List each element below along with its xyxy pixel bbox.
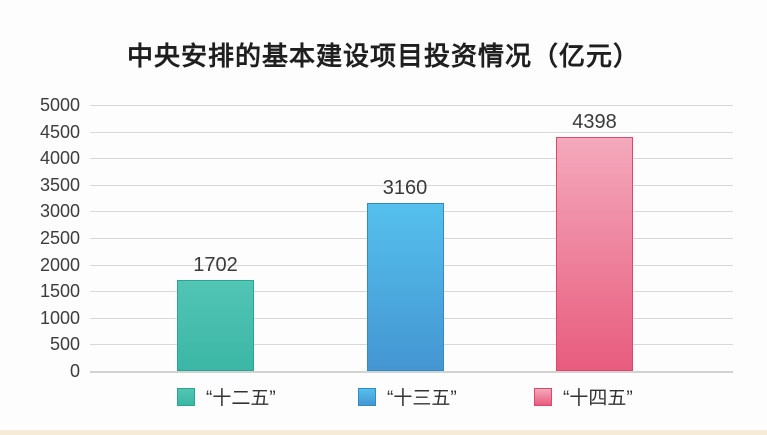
plot-area: 1702 3160 4398	[90, 105, 733, 373]
legend-swatch	[358, 387, 376, 406]
bar-value-label: 3160	[382, 176, 428, 199]
y-axis-tick-label: 1500	[39, 281, 80, 302]
y-axis-tick-label: 2000	[39, 254, 80, 275]
legend-swatch	[177, 387, 195, 406]
legend-item: “十四五”	[534, 383, 633, 410]
gridline	[90, 105, 733, 106]
bar-value-label: 4398	[572, 111, 617, 134]
legend-label: “十四五”	[563, 388, 633, 409]
chart-title: 中央安排的基本建设项目投资情况（亿元）	[126, 42, 640, 71]
gridline	[90, 184, 733, 186]
bottom-strip	[0, 430, 767, 435]
y-axis-tick-label: 500	[49, 334, 80, 355]
bar-3	[556, 137, 633, 371]
y-axis-tick-label: 3000	[39, 201, 80, 222]
legend: “十二五” “十三五” “十四五”	[0, 383, 767, 410]
bar-value-label: 1702	[193, 254, 238, 277]
gridline	[90, 158, 733, 160]
y-axis-tick-label: 4500	[39, 121, 80, 142]
legend-swatch	[534, 387, 552, 406]
gridline	[90, 131, 733, 133]
y-axis-tick-label: 4000	[39, 148, 80, 169]
y-axis-tick-label: 1000	[39, 307, 80, 328]
bar-1	[177, 280, 254, 371]
x-axis-line	[90, 371, 733, 373]
legend-label: “十三五”	[387, 388, 457, 409]
y-axis: 5000 4500 4000 3500 3000 2500 2000 1500 1000 500 0	[0, 96, 80, 380]
y-axis-tick-label: 0	[69, 361, 80, 381]
legend-item: “十二五”	[177, 383, 276, 410]
legend-item: “十三五”	[358, 383, 457, 410]
bar-2	[366, 202, 444, 371]
y-axis-tick-label: 3500	[39, 174, 80, 195]
y-axis-tick-label: 2500	[39, 228, 80, 248]
y-axis-tick-label: 5000	[39, 95, 80, 115]
legend-label: “十二五”	[206, 388, 276, 409]
